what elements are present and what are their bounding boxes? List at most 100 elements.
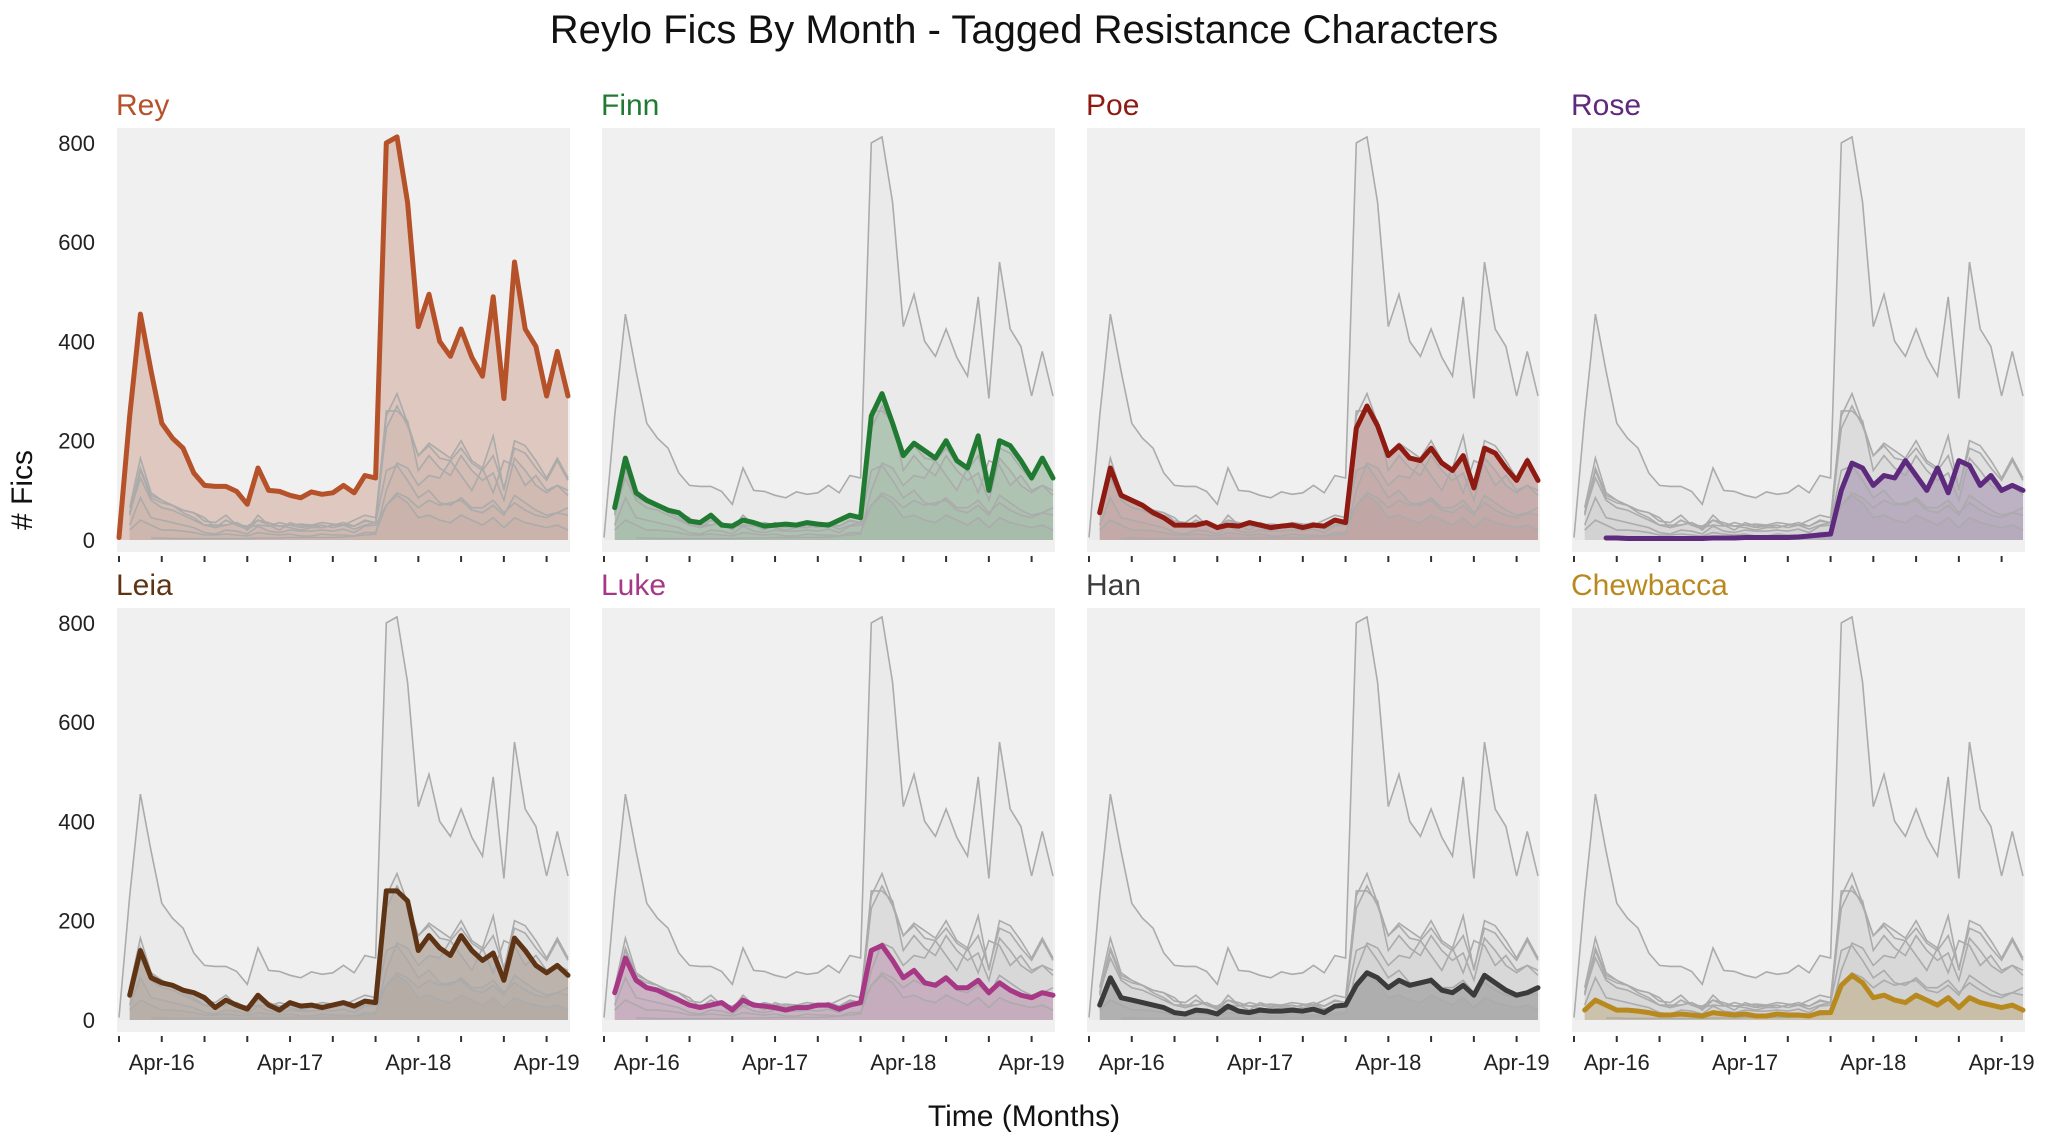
- context-area: [614, 873, 1053, 1020]
- panel-title: Luke: [601, 569, 666, 602]
- series-line: [612, 391, 1056, 529]
- x-tick-label: Apr-16: [1099, 1050, 1165, 1075]
- context-line: [613, 971, 1054, 1015]
- context-area: [1584, 393, 2023, 540]
- y-tick-label: 800: [58, 131, 95, 156]
- context-line: [128, 491, 569, 535]
- series-line: [612, 943, 1056, 1013]
- context-line: [129, 974, 569, 1017]
- y-tick-label: 0: [83, 1008, 95, 1033]
- context-line: [128, 464, 569, 532]
- context-area: [1099, 886, 1538, 1020]
- context-area: [129, 406, 568, 540]
- panel-title: Rose: [1571, 89, 1641, 122]
- context-area: [129, 972, 568, 1020]
- context-area: [129, 393, 568, 540]
- context-line: [1583, 971, 2024, 1015]
- panel-title: Poe: [1086, 89, 1139, 122]
- context-line: [1098, 944, 1539, 1012]
- context-line: [118, 615, 569, 1018]
- panel-background: [1087, 128, 1540, 552]
- context-line: [613, 871, 1054, 1007]
- context-area: [1574, 616, 2023, 1020]
- context-area: [1584, 492, 2023, 540]
- y-tick-label: 400: [58, 329, 95, 354]
- x-tick-label: Apr-17: [1712, 1050, 1778, 1075]
- context-line: [151, 459, 569, 540]
- context-area: [1089, 136, 1538, 540]
- context-line: [613, 890, 1054, 1012]
- x-tick-label: Apr-19: [514, 1050, 580, 1075]
- context-line: [1099, 494, 1539, 537]
- panel-finn: Finn: [601, 89, 1056, 562]
- y-tick-label: 400: [58, 809, 95, 834]
- context-line: [613, 491, 1054, 535]
- context-line: [1098, 890, 1539, 1012]
- panel-background: [602, 128, 1055, 552]
- context-line: [1583, 410, 2024, 532]
- x-tick-label: Apr-19: [999, 1050, 1065, 1075]
- x-tick-label: Apr-17: [1227, 1050, 1293, 1075]
- series-line: [1603, 458, 2026, 541]
- context-line: [1088, 615, 1539, 1018]
- context-area: [614, 410, 1053, 540]
- series-line: [1097, 970, 1541, 1017]
- panel-rose: Rose: [1571, 89, 2026, 562]
- panel-title: Finn: [601, 89, 659, 122]
- context-area: [614, 495, 1053, 540]
- context-line: [1573, 615, 2024, 1018]
- series-area: [1099, 972, 1538, 1020]
- series-line: [116, 134, 571, 540]
- context-area: [1584, 410, 2023, 540]
- context-area: [1584, 945, 2023, 1020]
- panel-background: [117, 128, 570, 552]
- context-area: [604, 136, 1053, 540]
- panel-title: Leia: [116, 569, 173, 602]
- y-tick-label: 200: [58, 429, 95, 454]
- context-area: [1584, 873, 2023, 1020]
- panel-rey: Rey 0 200 400 600 800: [58, 89, 571, 562]
- context-line: [151, 939, 569, 1020]
- context-area: [1584, 495, 2023, 540]
- context-area: [129, 465, 568, 540]
- context-area: [1099, 975, 1538, 1020]
- context-area: [614, 406, 1053, 540]
- context-area: [129, 492, 568, 540]
- context-area: [119, 616, 568, 1020]
- x-tick-label: Apr-19: [1969, 1050, 2035, 1075]
- series-line: [1582, 972, 2026, 1019]
- context-line: [636, 459, 1054, 540]
- context-line: [128, 971, 569, 1015]
- y-tick-label: 0: [83, 528, 95, 553]
- context-area: [1584, 975, 2023, 1020]
- context-line: [1583, 391, 2024, 527]
- x-tick-label: Apr-16: [614, 1050, 680, 1075]
- context-area: [614, 886, 1053, 1020]
- context-area: [129, 886, 568, 1020]
- context-line: [636, 939, 1054, 1020]
- context-area: [614, 890, 1053, 1020]
- series-area: [1099, 406, 1538, 540]
- context-line: [614, 494, 1054, 537]
- context-line: [1583, 871, 2024, 1007]
- series-area: [1584, 975, 2023, 1020]
- x-tick-label: Apr-17: [257, 1050, 323, 1075]
- context-area: [129, 975, 568, 1020]
- context-area: [1099, 495, 1538, 540]
- y-tick-label: 200: [58, 909, 95, 934]
- context-area: [614, 393, 1053, 540]
- context-area: [1574, 136, 2023, 540]
- series-area: [614, 393, 1053, 540]
- context-line: [1088, 135, 1539, 538]
- series-line: [1097, 403, 1541, 531]
- context-area: [1099, 393, 1538, 540]
- y-tick-label: 800: [58, 611, 95, 636]
- context-line: [1583, 491, 2024, 535]
- context-line: [128, 410, 569, 532]
- panel-leia: Leia 0 200 400 600 800 Apr-16 Apr-17 Apr-18 Apr-1…: [58, 569, 579, 1075]
- context-area: [614, 975, 1053, 1020]
- panel-title: Rey: [116, 89, 169, 122]
- context-area: [1584, 886, 2023, 1020]
- panel-background: [602, 608, 1055, 1032]
- context-area: [1089, 616, 1538, 1020]
